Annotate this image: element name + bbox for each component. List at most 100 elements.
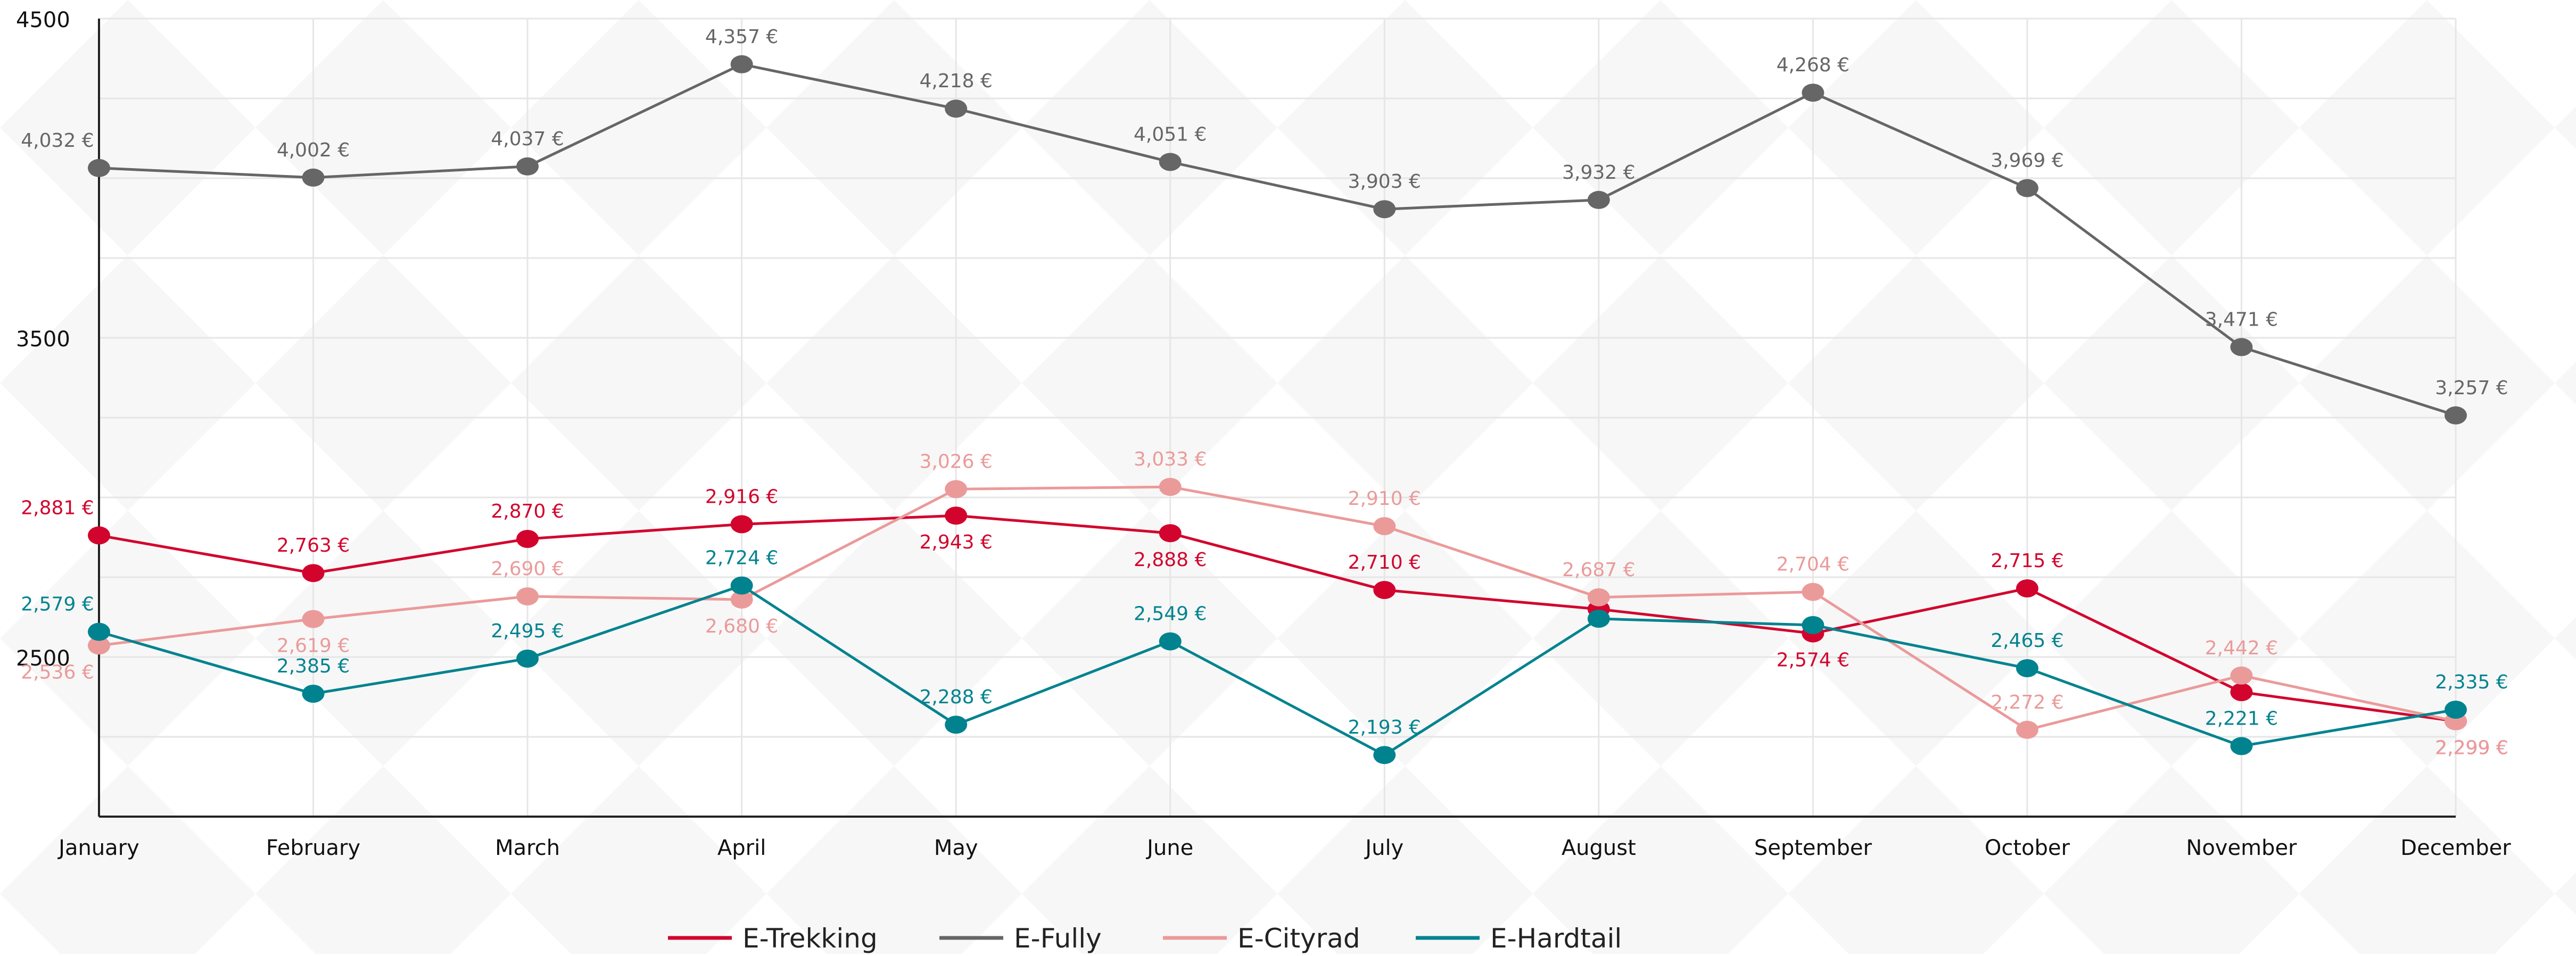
data-point [516,530,539,548]
data-point [2445,701,2467,719]
data-label: 2,574 € [1777,650,1850,671]
data-point [1159,524,1182,542]
x-tick-label: July [1364,836,1403,860]
y-tick-label: 3500 [16,327,70,352]
data-point [302,169,325,187]
data-point [2230,683,2252,701]
data-label: 2,221 € [2205,708,2278,729]
data-point [1373,517,1396,535]
data-label: 3,033 € [1134,448,1207,470]
data-point [1588,191,1610,209]
y-tick-label: 4500 [16,8,70,32]
data-label: 4,268 € [1777,54,1850,76]
data-point [88,159,110,177]
data-label: 2,710 € [1348,552,1421,573]
data-label: 2,385 € [277,655,350,677]
data-label: 2,465 € [1991,630,2063,652]
data-point [88,623,110,641]
x-tick-label: March [495,836,560,860]
data-point [2230,737,2252,755]
x-tick-label: August [1562,836,1636,860]
data-point [302,610,325,628]
data-label: 4,357 € [705,26,778,48]
data-label: 4,218 € [919,70,992,92]
data-label: 2,943 € [919,531,992,553]
data-point [2230,338,2252,356]
legend-label: E-Trekking [742,923,878,954]
data-point [88,526,110,544]
data-label: 2,288 € [919,686,992,708]
data-point [2016,179,2038,197]
data-label: 2,442 € [2205,637,2278,659]
data-label: 2,870 € [491,501,564,522]
data-label: 2,888 € [1134,549,1207,571]
data-label: 2,193 € [1348,717,1421,738]
data-label: 2,272 € [1991,692,2063,713]
data-point [1802,616,1824,634]
data-label: 2,579 € [21,594,94,616]
data-point [731,515,753,533]
data-point [2230,667,2252,685]
legend-label: E-Hardtail [1490,923,1622,954]
data-point [2016,721,2038,739]
data-label: 2,916 € [705,486,778,508]
data-label: 3,903 € [1348,171,1421,193]
data-point [1802,583,1824,601]
data-point [1159,478,1182,496]
data-point [1159,153,1182,171]
data-point [945,506,967,525]
data-label: 4,051 € [1134,123,1207,145]
x-tick-label: February [266,836,360,860]
data-point [302,685,325,703]
data-label: 2,299 € [2435,737,2508,759]
data-point [516,650,539,668]
data-point [2445,406,2467,425]
data-point [1373,746,1396,764]
data-label: 2,680 € [705,616,778,637]
data-point [516,157,539,176]
data-label: 4,037 € [491,128,564,150]
data-label: 2,495 € [491,620,564,642]
x-tick-label: May [934,836,978,860]
data-point [516,587,539,605]
data-label: 2,704 € [1777,554,1850,576]
x-tick-label: January [57,836,139,860]
data-label: 2,910 € [1348,488,1421,510]
data-label: 2,881 € [21,497,94,519]
data-label: 3,932 € [1562,162,1635,184]
data-point [2016,579,2038,597]
data-point [1159,633,1182,651]
data-point [945,716,967,734]
data-point [945,480,967,498]
data-label: 3,471 € [2205,309,2278,330]
data-point [1588,610,1610,628]
data-point [2016,659,2038,677]
data-label: 2,763 € [277,535,350,556]
data-label: 2,619 € [277,635,350,657]
data-point [1373,581,1396,599]
data-label: 2,549 € [1134,603,1207,625]
data-label: 4,032 € [21,130,94,152]
data-point [1802,84,1824,102]
data-point [731,55,753,73]
data-label: 3,969 € [1991,150,2063,172]
data-point [1373,200,1396,218]
x-tick-label: April [717,836,766,860]
data-label: 2,724 € [705,547,778,569]
data-label: 2,335 € [2435,671,2508,693]
data-label: 2,687 € [1562,559,1635,581]
data-label: 2,715 € [1991,550,2063,572]
data-label: 2,536 € [21,661,94,683]
data-label: 4,002 € [277,139,350,161]
legend-label: E-Fully [1014,923,1102,954]
x-tick-label: September [1754,836,1872,860]
data-label: 3,257 € [2435,377,2508,399]
x-tick-label: November [2186,836,2297,860]
data-point [945,99,967,118]
x-tick-label: October [1985,836,2070,860]
x-tick-label: December [2400,836,2511,860]
data-point [302,564,325,582]
